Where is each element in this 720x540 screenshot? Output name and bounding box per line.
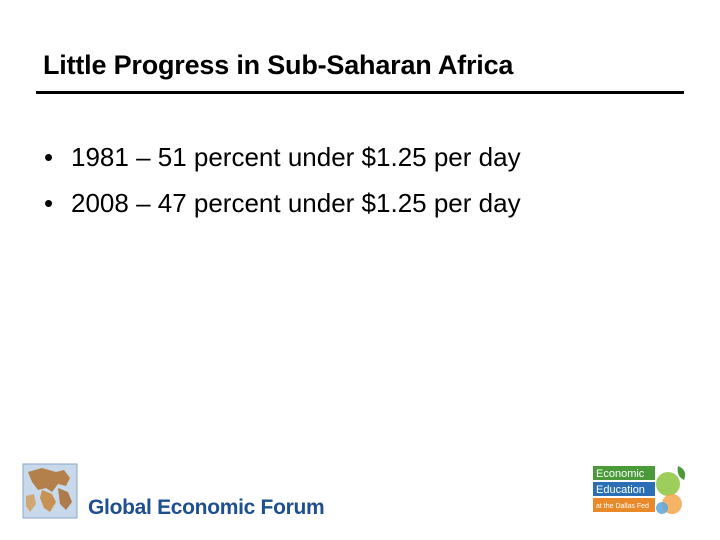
title-divider xyxy=(36,91,684,94)
bullet-item: • 2008 – 47 percent under $1.25 per day xyxy=(44,180,521,226)
economic-education-logo: Economic Education at the Dallas Fed xyxy=(593,466,686,514)
bullet-dot-icon: • xyxy=(44,188,54,218)
logo-line-dallas-fed: at the Dallas Fed xyxy=(596,503,649,510)
slide-title: Little Progress in Sub-Saharan Africa xyxy=(43,50,514,80)
logo-line-education: Education xyxy=(596,484,645,496)
bullet-list: • 1981 – 51 percent under $1.25 per day … xyxy=(44,134,521,226)
bullet-item: • 1981 – 51 percent under $1.25 per day xyxy=(44,134,521,180)
bullet-text: 2008 – 47 percent under $1.25 per day xyxy=(71,188,521,218)
bullet-dot-icon: • xyxy=(44,142,54,172)
globe-map-icon xyxy=(22,463,322,519)
logo-line-economic: Economic xyxy=(596,468,645,480)
global-economic-forum-logo-text: Global Economic Forum xyxy=(88,496,325,519)
bullet-text: 1981 – 51 percent under $1.25 per day xyxy=(71,142,521,172)
